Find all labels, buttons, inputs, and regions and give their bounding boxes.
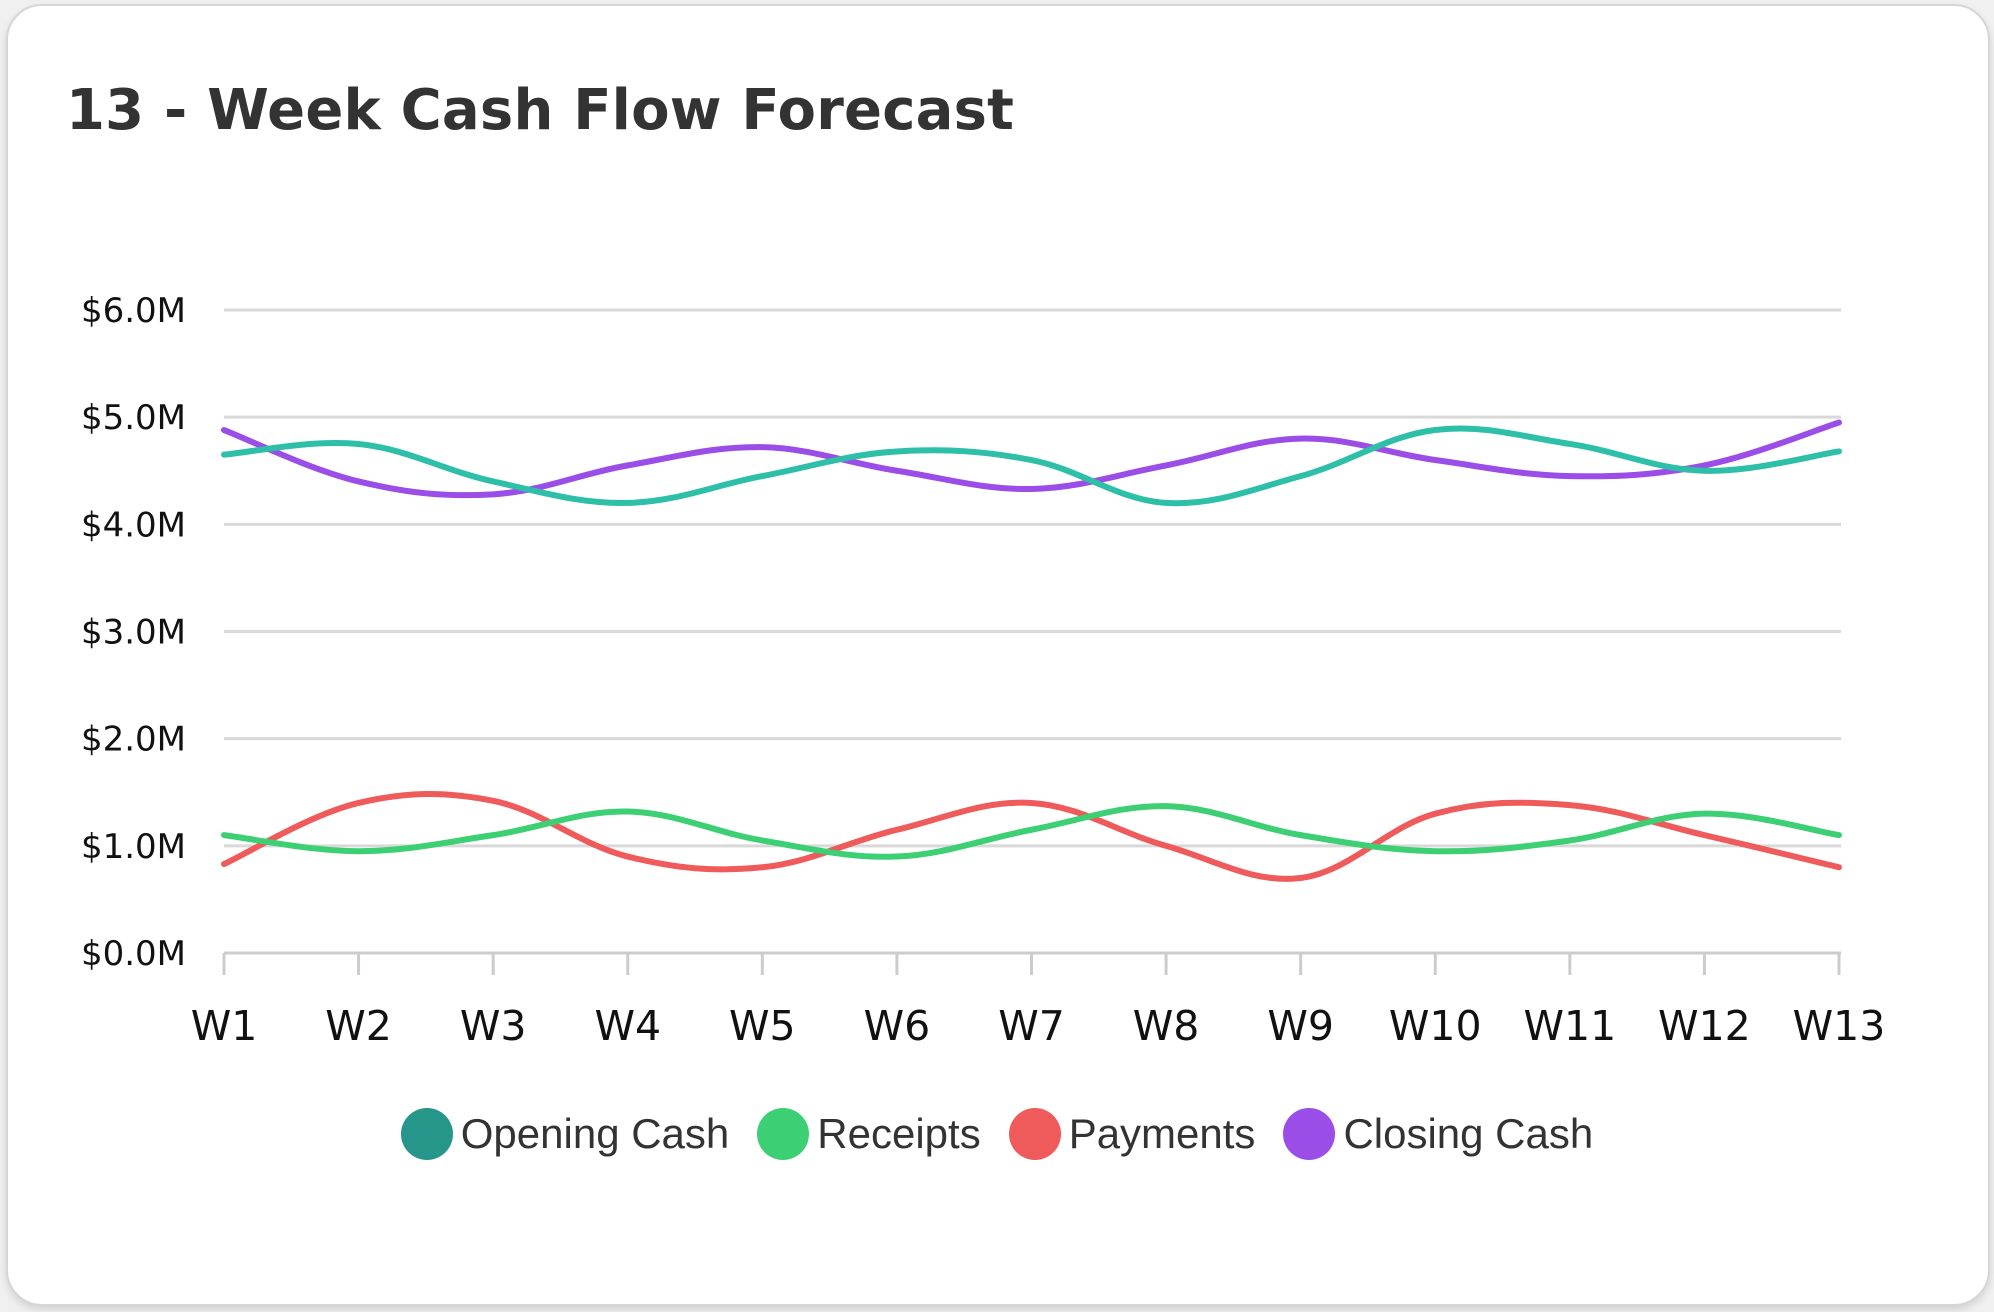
legend-item-opening-cash[interactable]: Opening Cash bbox=[400, 1108, 730, 1160]
chart-card bbox=[6, 4, 1990, 1306]
legend-item-receipts[interactable]: Receipts bbox=[757, 1108, 981, 1160]
x-tick-label: W12 bbox=[1658, 1002, 1751, 1050]
x-tick-label: W11 bbox=[1523, 1002, 1616, 1050]
legend-swatch bbox=[757, 1108, 810, 1160]
series-line-receipts bbox=[221, 803, 1842, 860]
y-tick-label: $6.0M bbox=[81, 291, 186, 331]
y-tick-label: $1.0M bbox=[81, 827, 186, 867]
legend-swatch bbox=[1008, 1108, 1061, 1160]
series-line-payments bbox=[221, 791, 1842, 882]
legend-label: Payments bbox=[1068, 1110, 1256, 1157]
line-chart: $0.0M $1.0M $2.0M $3.0M $4.0M $5.0M $6.0M W1 W2 W… bbox=[81, 291, 1886, 1050]
y-tick-label: $3.0M bbox=[81, 613, 186, 653]
x-tick-label: W10 bbox=[1389, 1002, 1482, 1050]
x-tick-label: W4 bbox=[594, 1002, 661, 1050]
x-tick-label: W3 bbox=[460, 1002, 527, 1050]
legend-swatch bbox=[400, 1108, 453, 1160]
series-line-closing-cash bbox=[221, 419, 1842, 499]
legend-label: Receipts bbox=[817, 1110, 981, 1157]
x-tick-label: W7 bbox=[998, 1002, 1065, 1050]
legend-item-closing-cash[interactable]: Closing Cash bbox=[1283, 1108, 1593, 1160]
y-tick-label: $2.0M bbox=[81, 720, 186, 760]
x-tick-label: W2 bbox=[325, 1002, 392, 1050]
x-tick-label: W5 bbox=[729, 1002, 796, 1050]
y-tick-label: $4.0M bbox=[81, 505, 186, 545]
legend-swatch bbox=[1283, 1108, 1336, 1160]
x-tick-label: W9 bbox=[1267, 1002, 1334, 1050]
x-tick-label: W1 bbox=[191, 1002, 258, 1050]
x-tick-label: W6 bbox=[864, 1002, 931, 1050]
x-tick-label: W13 bbox=[1793, 1002, 1886, 1050]
y-tick-label: $5.0M bbox=[81, 398, 186, 438]
x-tick-label: W8 bbox=[1133, 1002, 1200, 1050]
chart-title: 13 - Week Cash Flow Forecast bbox=[66, 78, 1015, 143]
legend-item-payments[interactable]: Payments bbox=[1008, 1108, 1256, 1160]
y-tick-label: $0.0M bbox=[81, 934, 186, 974]
series-line-opening-cash bbox=[221, 425, 1842, 507]
legend-label: Opening Cash bbox=[460, 1110, 730, 1157]
legend-label: Closing Cash bbox=[1343, 1110, 1594, 1157]
chart-legend: Opening Cash Receipts Payments Closing Cash bbox=[0, 1108, 1994, 1160]
